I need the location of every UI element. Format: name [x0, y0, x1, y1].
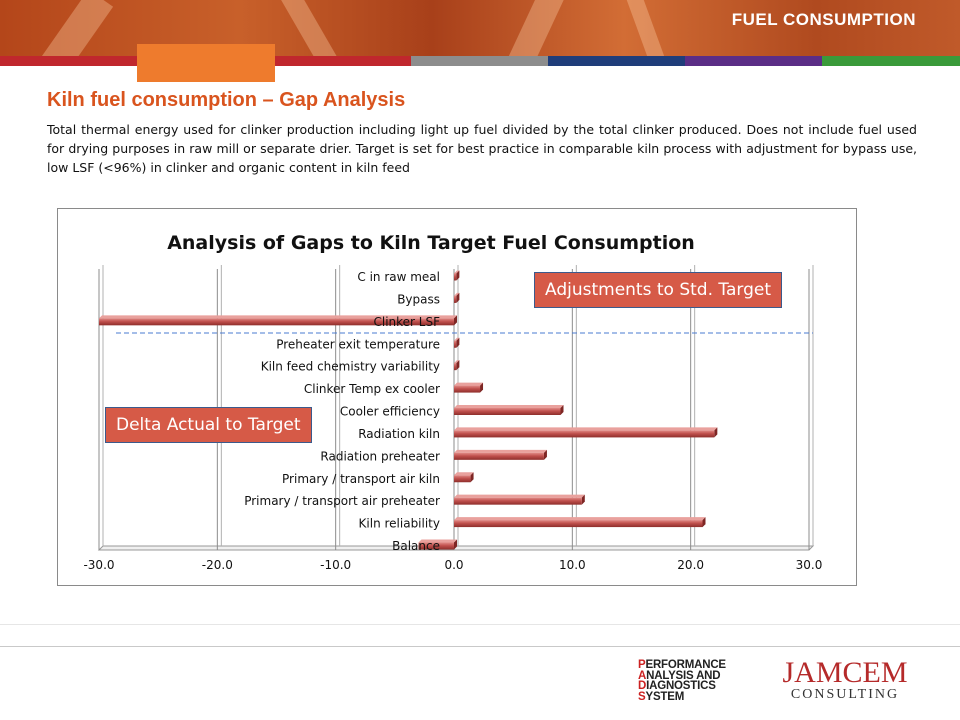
bar: [99, 318, 454, 326]
bar: [454, 273, 457, 281]
category-label: Kiln feed chemistry variability: [261, 360, 440, 374]
category-label: Radiation preheater: [320, 449, 440, 463]
x-tick-label: -30.0: [83, 558, 114, 572]
x-tick-label: 0.0: [444, 558, 463, 572]
bar-side: [543, 449, 547, 460]
bar: [454, 520, 703, 528]
bar-side: [456, 292, 460, 303]
bar: [454, 408, 561, 415]
bar-top: [99, 315, 457, 319]
description-text: Total thermal energy used for clinker pr…: [47, 122, 917, 175]
category-label: Primary / transport air kiln: [282, 472, 440, 486]
x-tick-label: 20.0: [677, 558, 704, 572]
category-label: Clinker Temp ex cooler: [304, 382, 440, 396]
stripe-3: [411, 56, 548, 66]
category-label: C in raw meal: [357, 270, 440, 284]
banner-beam: [502, 0, 564, 56]
jamcem-logo-bottom: CONSULTING: [790, 687, 900, 702]
bar: [454, 452, 544, 460]
footer-divider: [0, 646, 960, 647]
bar: [454, 363, 457, 371]
category-label: Balance: [392, 539, 440, 553]
bar-top: [454, 494, 585, 498]
chart-title: Analysis of Gaps to Kiln Target Fuel Con…: [167, 232, 695, 254]
category-label: Radiation kiln: [358, 427, 440, 441]
bar-top: [454, 449, 547, 453]
bar-top: [454, 382, 484, 386]
bar-top: [454, 270, 460, 274]
header-title: FUEL CONSUMPTION: [731, 10, 916, 29]
annotation-adjustments: Adjustments to Std. Target: [534, 272, 782, 308]
x-tick-label: -20.0: [202, 558, 233, 572]
x-tick-label: -10.0: [320, 558, 351, 572]
orange-tab: [137, 44, 275, 82]
x-tick-label: 10.0: [559, 558, 586, 572]
bar: [454, 295, 457, 303]
bar-top: [454, 427, 718, 431]
banner-beam: [36, 0, 114, 56]
banner-beam: [625, 0, 671, 56]
bar-side: [456, 360, 460, 371]
category-label: Kiln reliability: [359, 517, 440, 531]
pads-line-4: SYSTEM: [638, 690, 685, 703]
category-label: Cooler efficiency: [340, 405, 440, 419]
jamcem-logo-top: JAMCEM: [782, 656, 908, 689]
chart-container: Analysis of Gaps to Kiln Target Fuel Con…: [57, 208, 857, 586]
bar-side: [456, 270, 460, 281]
bar-top: [454, 405, 564, 408]
bar: [454, 497, 582, 505]
bar: [418, 542, 454, 550]
category-label: Bypass: [397, 292, 440, 306]
category-label: Primary / transport air preheater: [244, 494, 440, 508]
bar-side: [454, 315, 457, 326]
bar-top: [454, 517, 706, 521]
annotation-delta: Delta Actual to Target: [105, 407, 312, 443]
pads-line-1: PERFORMANCE: [638, 659, 726, 671]
banner-beam: [276, 0, 344, 56]
bar-side: [470, 472, 474, 483]
pads-line-3: DIAGNOSTICS: [638, 680, 716, 692]
category-label: Preheater exit temperature: [276, 337, 440, 351]
page-title: Kiln fuel consumption – Gap Analysis: [47, 89, 406, 111]
bar-side: [480, 382, 484, 393]
bar-side: [456, 337, 460, 348]
stripe-6: [822, 56, 960, 66]
category-label: Clinker LSF: [373, 315, 440, 329]
bar-top: [454, 292, 460, 296]
bar: [454, 385, 481, 393]
x-tick-label: 30.0: [796, 558, 823, 572]
bar: [454, 430, 715, 438]
bar: [454, 340, 457, 348]
bar-side: [560, 405, 564, 415]
bar-top: [454, 337, 460, 341]
bar-side: [454, 539, 457, 550]
bar-top: [418, 539, 457, 543]
pads-logo: PERFORMANCE ANALYSIS AND DIAGNOSTICS SYS…: [638, 659, 748, 704]
stripe-2: [275, 56, 411, 66]
bar-chart: Analysis of Gaps to Kiln Target Fuel Con…: [83, 232, 823, 572]
stripe-4: [548, 56, 685, 66]
bar: [454, 475, 471, 483]
bar-top: [454, 360, 460, 364]
footer-divider: [0, 624, 960, 625]
jamcem-logo: JAMCEM CONSULTING: [780, 658, 910, 704]
bar-side: [714, 427, 718, 438]
bar-side: [581, 494, 585, 505]
stripe-5: [685, 56, 822, 66]
bar-top: [454, 472, 474, 476]
pads-line-2: ANALYSIS AND: [638, 669, 721, 682]
stripe-1: [0, 56, 137, 66]
bar-side: [702, 517, 706, 528]
